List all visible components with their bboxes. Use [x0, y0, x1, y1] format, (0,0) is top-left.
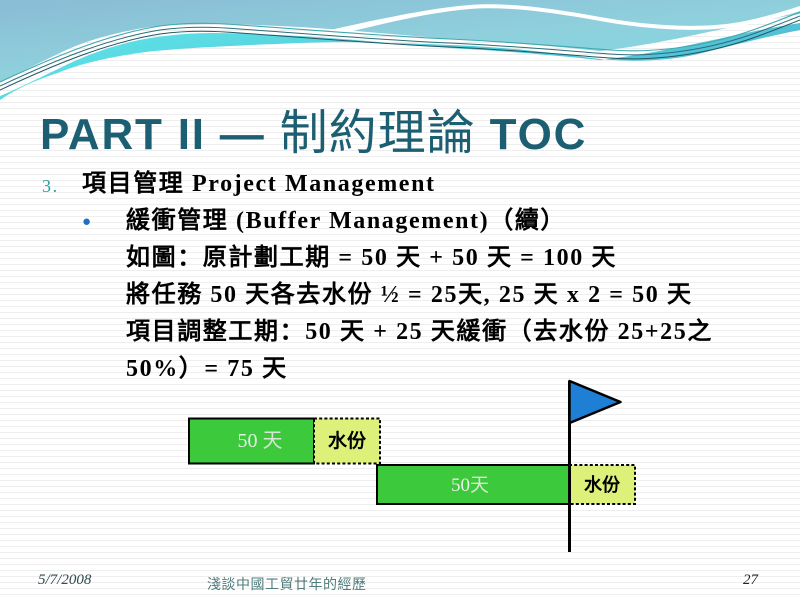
- svg-text:水份: 水份: [584, 474, 621, 495]
- svg-text:50天: 50天: [451, 475, 489, 496]
- svg-text:水份: 水份: [328, 429, 367, 452]
- svg-text:50 天: 50 天: [238, 430, 283, 452]
